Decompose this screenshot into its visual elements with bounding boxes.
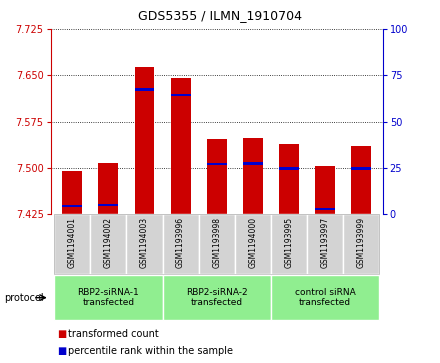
Bar [171,94,191,96]
Bar [351,146,371,214]
Text: GSM1193999: GSM1193999 [357,217,366,268]
Text: transformed count: transformed count [68,329,159,339]
Bar [62,205,82,207]
Bar [243,138,263,214]
Bar [207,163,227,166]
Bar [271,275,379,320]
Text: RBP2-siRNA-2
transfected: RBP2-siRNA-2 transfected [186,288,248,307]
Bar [351,167,371,170]
Bar [54,214,90,274]
Bar [99,204,118,206]
Bar [198,214,235,274]
Text: GSM1194001: GSM1194001 [68,217,77,268]
Text: GDS5355 / ILMN_1910704: GDS5355 / ILMN_1910704 [138,9,302,22]
Text: protocol: protocol [4,293,44,303]
Text: GSM1193996: GSM1193996 [176,217,185,268]
Bar [343,214,379,274]
Text: GSM1193998: GSM1193998 [212,217,221,268]
Bar [271,214,307,274]
Bar [135,88,154,91]
Bar [307,214,343,274]
Bar [62,171,82,214]
Bar [54,275,162,320]
Bar [243,162,263,165]
Bar [162,214,198,274]
Bar [279,144,299,214]
Bar [207,139,227,214]
Bar [279,167,299,170]
Text: ■: ■ [57,329,66,339]
Bar [162,275,271,320]
Bar [135,67,154,214]
Text: GSM1194003: GSM1194003 [140,217,149,268]
Text: GSM1193997: GSM1193997 [320,217,330,268]
Bar [315,208,335,211]
Text: percentile rank within the sample: percentile rank within the sample [68,346,233,356]
Bar [126,214,162,274]
Text: ■: ■ [57,346,66,356]
Text: RBP2-siRNA-1
transfected: RBP2-siRNA-1 transfected [77,288,139,307]
Bar [315,166,335,214]
Bar [235,214,271,274]
Bar [99,163,118,214]
Bar [90,214,126,274]
Bar [171,78,191,214]
Text: GSM1193995: GSM1193995 [284,217,293,268]
Text: GSM1194000: GSM1194000 [248,217,257,268]
Text: control siRNA
transfected: control siRNA transfected [295,288,356,307]
Text: GSM1194002: GSM1194002 [104,217,113,268]
